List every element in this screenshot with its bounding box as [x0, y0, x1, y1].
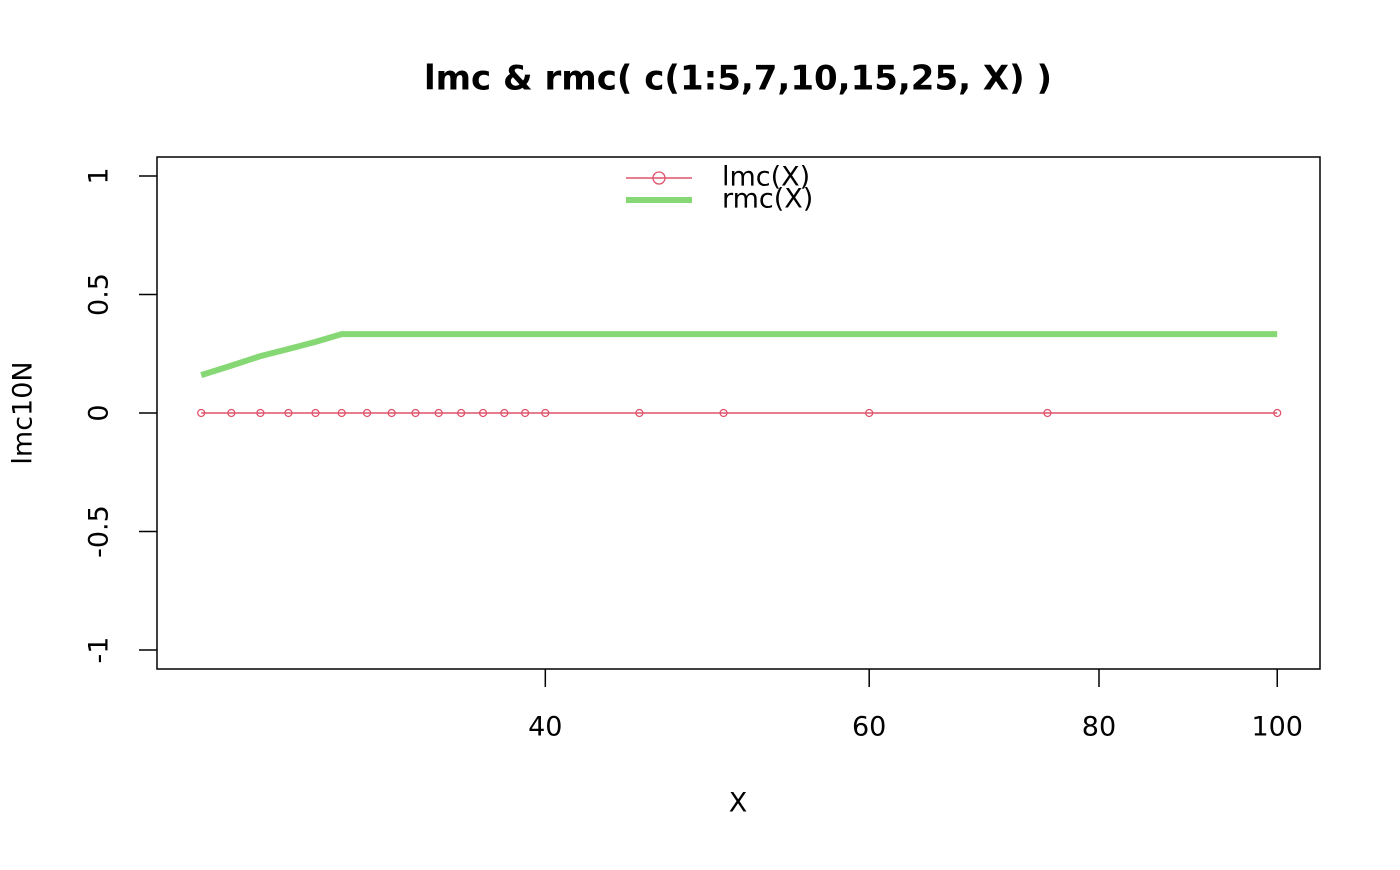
x-tick-label: 40	[528, 712, 562, 743]
legend-marker	[652, 171, 666, 185]
point	[1273, 408, 1282, 418]
legend-label: rmc(X)	[722, 184, 813, 215]
point	[478, 408, 488, 418]
y-tick-label: 1	[84, 167, 115, 184]
x-axis-label: X	[729, 788, 748, 819]
point	[387, 408, 396, 418]
x-tick-label: 60	[852, 712, 886, 743]
y-tick-label: 0.5	[84, 273, 115, 316]
point	[434, 408, 443, 418]
point	[520, 408, 530, 418]
x-tick-label: 100	[1251, 712, 1303, 743]
point	[284, 408, 293, 418]
chart-title: lmc & rmc( c(1:5,7,10,15,25, X) )	[424, 59, 1052, 99]
point	[311, 408, 320, 418]
y-axis-label: lmc10N	[8, 361, 39, 464]
point	[541, 408, 550, 418]
point	[197, 408, 206, 418]
series-line	[200, 331, 1278, 378]
point	[719, 408, 728, 418]
y-tick-label: 0	[84, 404, 115, 421]
y-tick-label: -1	[84, 637, 115, 664]
x-tick-label: 80	[1082, 712, 1116, 743]
y-tick-label: -0.5	[84, 505, 115, 558]
point	[337, 408, 346, 418]
point	[411, 408, 420, 418]
point	[500, 408, 509, 418]
point	[256, 408, 265, 418]
point	[457, 408, 466, 418]
point	[362, 408, 372, 418]
point	[635, 408, 644, 418]
legend-label: lmc(X)	[722, 162, 810, 193]
point	[227, 408, 236, 418]
point	[865, 408, 874, 418]
point	[1043, 408, 1052, 418]
